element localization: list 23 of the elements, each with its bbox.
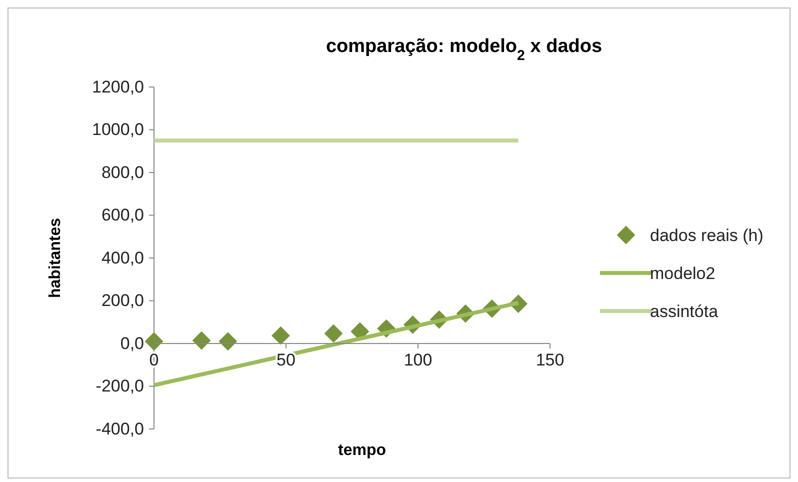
x-tick-label: 150 [536, 350, 564, 370]
y-tick-label: -200,0 [96, 376, 144, 396]
point [192, 331, 211, 350]
y-tick-label: 600,0 [101, 206, 144, 225]
y-tick-label: 1200,0 [92, 77, 144, 96]
legend-label: modelo2 [650, 264, 716, 283]
y-tick-label: 200,0 [101, 291, 144, 310]
chart-title: comparação: modelo$_{2}$ x dados [326, 36, 602, 64]
y-tick-label: 400,0 [101, 248, 144, 268]
y-tick-label: 800,0 [101, 162, 144, 182]
x-tick-label: 0 [149, 350, 159, 370]
point [218, 332, 238, 351]
y-tick-label: 0,0 [120, 334, 144, 353]
y-tick-label: -400,0 [96, 419, 144, 438]
legend-label: assintóta [650, 302, 719, 321]
x-tick-label: 100 [404, 350, 432, 370]
x-axis-title: tempo [338, 442, 386, 459]
legend-label: dados reais (h) [650, 226, 764, 245]
y-axis-title: habitantes [47, 218, 64, 298]
y-tick-label: 1000,0 [92, 120, 144, 140]
point [144, 332, 164, 351]
point [272, 326, 290, 345]
point [324, 324, 343, 343]
